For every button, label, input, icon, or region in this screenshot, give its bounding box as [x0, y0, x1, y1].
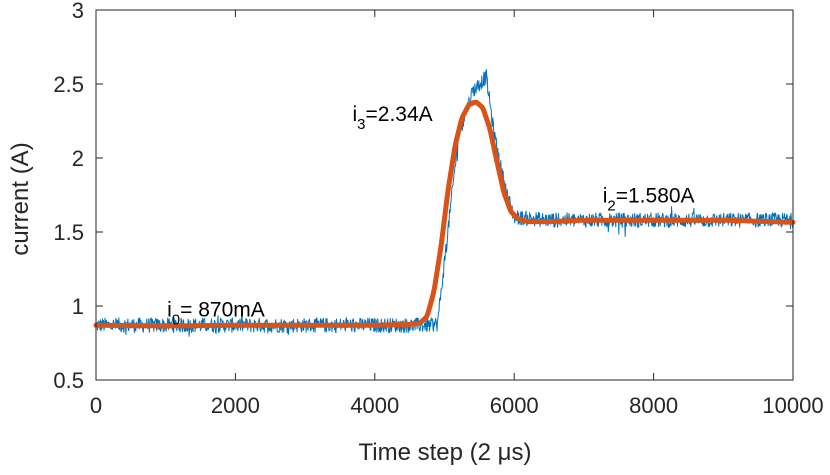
y-tick-label: 1.5 — [53, 220, 84, 245]
annotation-label: i0= 870mA — [167, 298, 265, 328]
x-tick-label: 6000 — [490, 393, 539, 418]
y-tick-label: 3 — [72, 0, 84, 23]
axes-layer: 0 2000 4000 6000 8000 10000 0.5 1 1.5 2 2.5 3 — [53, 0, 823, 418]
x-tick-label: 2000 — [211, 393, 260, 418]
annotation-symbol: i — [352, 103, 357, 126]
plot-background — [96, 10, 793, 380]
y-tick-label: 2 — [72, 146, 84, 171]
x-tick-label: 10000 — [762, 393, 823, 418]
y-axis-label: current (A) — [7, 142, 34, 255]
y-tick-label: 0.5 — [53, 368, 84, 393]
annotation-symbol: i — [167, 298, 172, 321]
annotation-value: =1.580A — [616, 184, 695, 207]
x-tick-label: 0 — [90, 393, 102, 418]
annotation-subscript: 3 — [357, 116, 365, 133]
annotation-symbol: i — [603, 184, 608, 207]
axes-box — [95, 9, 794, 381]
x-axis-label: Time step (2 μs) — [359, 439, 532, 466]
series-layer — [93, 68, 796, 337]
annotation-subscript: 2 — [607, 197, 615, 214]
x-tick-label: 8000 — [629, 393, 678, 418]
y-tick-label: 1 — [72, 294, 84, 319]
plot-area — [96, 10, 793, 380]
series-line-fit — [93, 99, 796, 329]
x-tick-label: 4000 — [350, 393, 399, 418]
annotation-value: =2.34A — [366, 103, 433, 126]
y-tick-label: 2.5 — [53, 72, 84, 97]
annotation-label: i2=1.580A — [603, 184, 695, 214]
annotation-label: i3=2.34A — [352, 103, 432, 133]
annotation-subscript: 0 — [172, 311, 180, 328]
annotation-value: = 870mA — [180, 298, 265, 321]
